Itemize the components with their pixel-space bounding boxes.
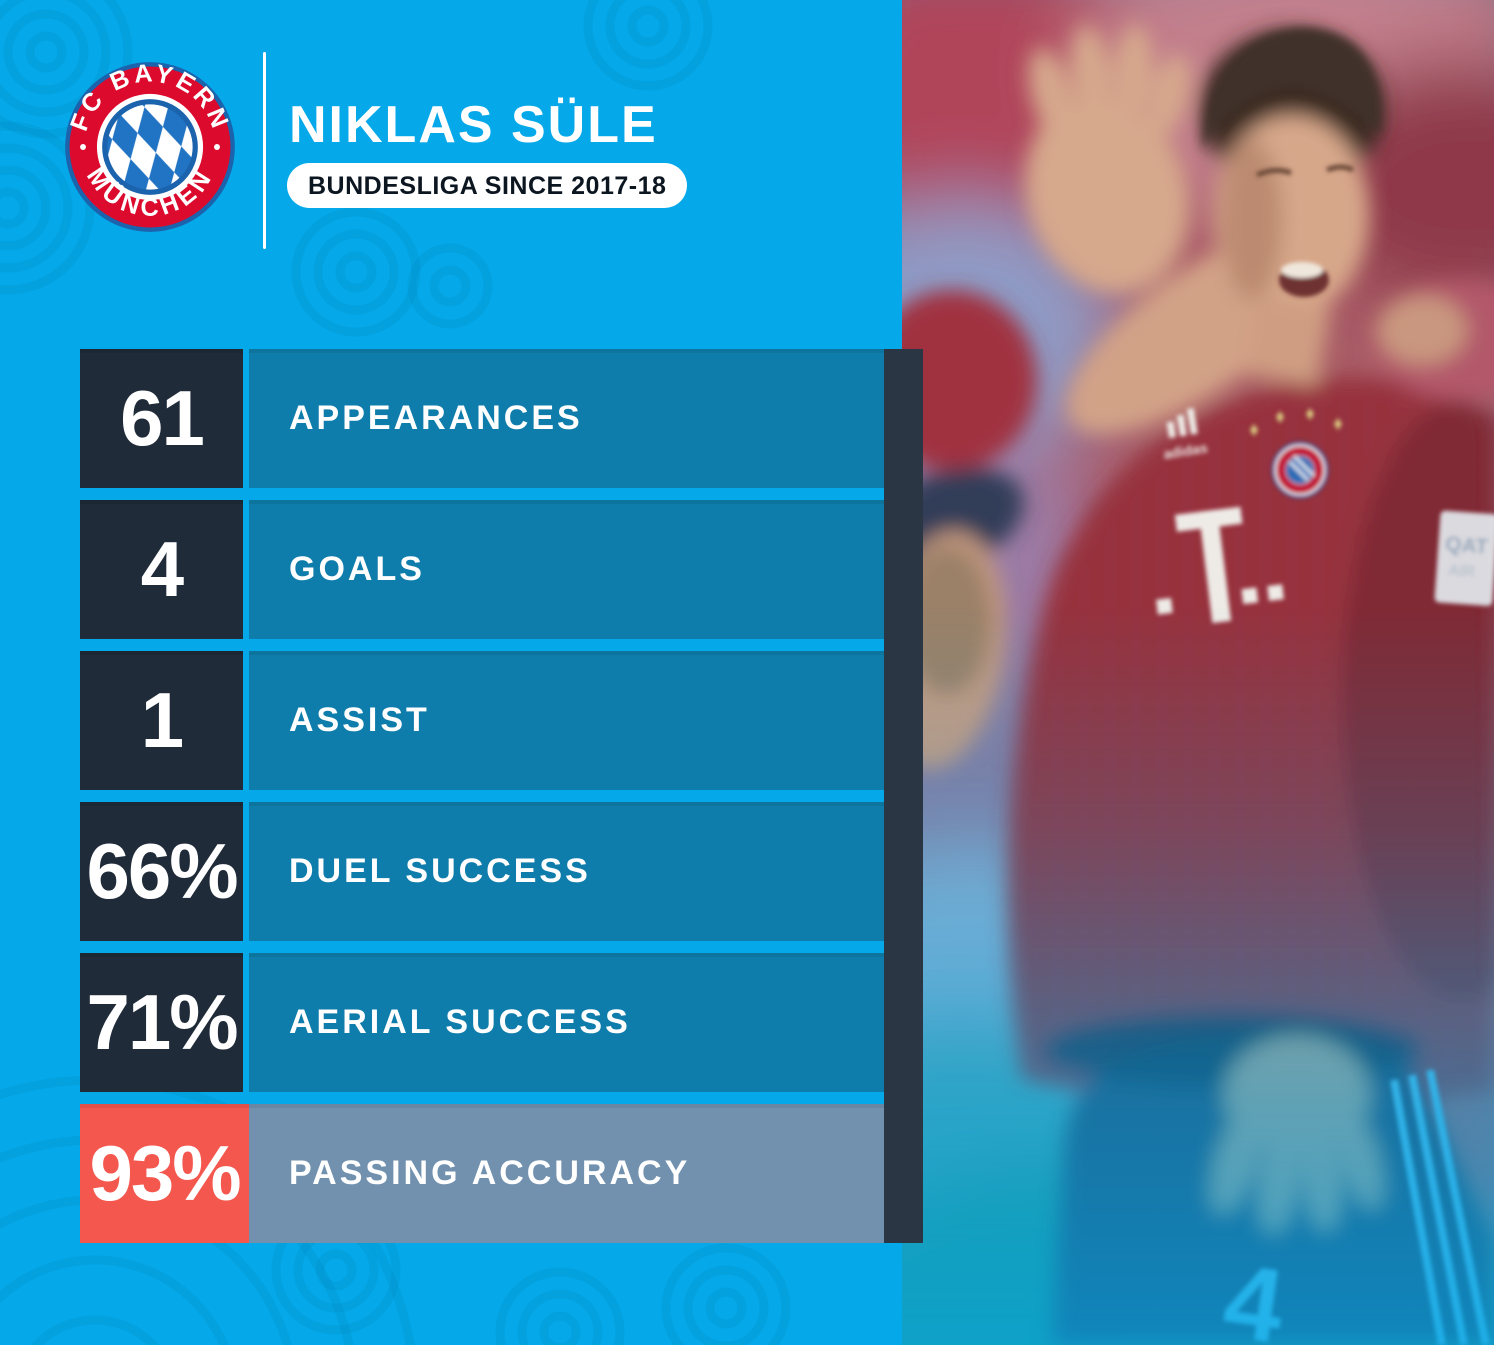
stat-label: APPEARANCES [289,399,583,437]
stat-value-highlight: 93% [80,1104,249,1243]
stats-rows: 61 APPEARANCES 4 GOALS 1 ASSIST 66% [80,349,884,1243]
header-divider [263,52,266,249]
stat-value: 71% [80,953,243,1092]
stat-label: AERIAL SUCCESS [289,1003,631,1041]
player-photo: adidas QAT [902,0,1494,1345]
stat-value: 61 [80,349,243,488]
stat-row-goals: 4 GOALS [80,500,884,639]
stat-label: PASSING ACCURACY [289,1154,691,1192]
page-title: NIKLAS SÜLE [289,96,658,154]
stat-bar-highlight: PASSING ACCURACY [249,1104,884,1243]
subtitle-badge: BUNDESLIGA SINCE 2017-18 [287,163,688,208]
stat-bar: AERIAL SUCCESS [249,953,884,1092]
stat-bar: ASSIST [249,651,884,790]
stat-value: 1 [80,651,243,790]
stat-bar: GOALS [249,500,884,639]
stat-row-assist: 1 ASSIST [80,651,884,790]
stat-label: ASSIST [289,701,430,739]
stat-value: 4 [80,500,243,639]
stat-row-appearances: 61 APPEARANCES [80,349,884,488]
stats-panel: 61 APPEARANCES 4 GOALS 1 ASSIST 66% [80,349,923,1243]
stats-edge-strip [884,349,923,1243]
crest-diamond-core [102,99,198,195]
stat-row-aerial-success: 71% AERIAL SUCCESS [80,953,884,1092]
stat-label: DUEL SUCCESS [289,852,591,890]
stat-bar: DUEL SUCCESS [249,802,884,941]
stat-value: 66% [80,802,243,941]
stat-label: GOALS [289,550,425,588]
stat-bar: APPEARANCES [249,349,884,488]
stat-row-duel-success: 66% DUEL SUCCESS [80,802,884,941]
stat-row-passing-accuracy: 93% PASSING ACCURACY [80,1104,884,1243]
club-logo: FC BAYERN MÜNCHEN [65,60,235,232]
